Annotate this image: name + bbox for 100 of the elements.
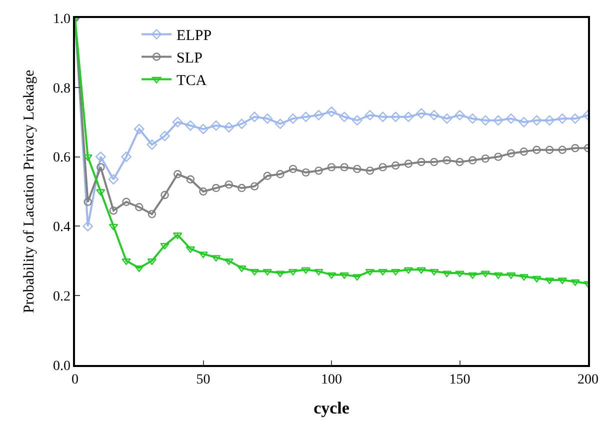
point: [198, 124, 208, 134]
point: [314, 110, 324, 120]
point: [570, 279, 580, 286]
point: [134, 124, 144, 134]
point: [392, 161, 400, 170]
x-tick-label: 100: [321, 372, 342, 388]
point: [250, 268, 260, 276]
point: [84, 198, 92, 206]
point: [288, 164, 298, 174]
point: [122, 198, 130, 206]
point: [236, 118, 247, 129]
point: [404, 267, 414, 274]
x-tick-label: 150: [449, 372, 470, 388]
point: [467, 113, 478, 124]
point: [506, 149, 516, 158]
x-axis-title: cycle: [314, 398, 350, 418]
point: [404, 160, 413, 168]
point: [480, 270, 490, 278]
point: [302, 168, 310, 177]
point: [134, 265, 144, 272]
point: [506, 272, 516, 279]
point: [493, 115, 504, 126]
point: [262, 113, 273, 124]
point: [212, 184, 220, 192]
point: [249, 112, 260, 122]
point: [96, 189, 106, 196]
point: [96, 152, 106, 162]
point: [186, 246, 196, 253]
point: [366, 166, 374, 175]
point: [276, 270, 285, 278]
point: [519, 274, 529, 281]
point: [262, 268, 272, 276]
point: [109, 206, 118, 215]
point: [198, 252, 208, 258]
point: [520, 148, 528, 156]
point: [494, 152, 502, 161]
point: [557, 113, 568, 124]
point: [532, 115, 542, 126]
point: [186, 175, 195, 184]
point: [506, 113, 516, 124]
point: [237, 265, 246, 272]
point: [210, 120, 222, 131]
y-tick-label: 1.0: [52, 12, 70, 27]
point: [146, 140, 158, 150]
point: [428, 110, 440, 120]
y-tick-label: 0.2: [52, 290, 70, 304]
point: [135, 203, 144, 212]
point: [378, 112, 388, 122]
point: [275, 118, 286, 129]
point: [454, 110, 465, 120]
point: [390, 268, 400, 276]
point: [211, 255, 221, 262]
point: [83, 154, 92, 161]
point: [442, 270, 452, 278]
point: [364, 110, 376, 120]
point: [108, 224, 118, 230]
point: [160, 130, 170, 142]
point: [558, 146, 566, 154]
point: [340, 163, 348, 172]
point: [352, 274, 362, 281]
point: [276, 170, 284, 178]
point: [174, 170, 182, 178]
point: [416, 108, 426, 119]
point: [185, 120, 196, 131]
point: [442, 113, 452, 124]
point: [455, 270, 464, 278]
point: [82, 221, 93, 232]
point: [417, 158, 426, 166]
legend-label: TCA: [176, 73, 207, 90]
point: [353, 164, 362, 174]
point: [250, 182, 259, 190]
point: [532, 276, 542, 282]
x-tick-label: 0: [72, 372, 78, 388]
point: [378, 163, 387, 172]
x-tick-label: 200: [578, 372, 598, 388]
point: [301, 267, 310, 274]
point: [571, 144, 580, 152]
y-tick-label: 0.8: [52, 81, 70, 96]
legend-label: SLP: [176, 50, 202, 67]
y-tick-label: 0.0: [52, 358, 70, 374]
point: [96, 163, 105, 172]
point: [442, 156, 452, 164]
point: [238, 184, 246, 192]
point: [558, 278, 567, 284]
point: [288, 268, 298, 276]
point: [416, 267, 426, 274]
point: [326, 106, 337, 117]
y-tick-label: 0.6: [52, 150, 70, 166]
point: [544, 278, 554, 284]
point: [480, 115, 491, 126]
point: [340, 272, 349, 279]
point: [481, 154, 490, 163]
point: [518, 116, 530, 128]
point: [224, 180, 233, 189]
y-axis-title: Probability of Lacation Privacy Leakage: [22, 70, 38, 314]
point: [148, 210, 156, 218]
point: [172, 116, 183, 128]
point: [365, 268, 375, 276]
point: [544, 115, 555, 126]
point: [224, 122, 234, 132]
